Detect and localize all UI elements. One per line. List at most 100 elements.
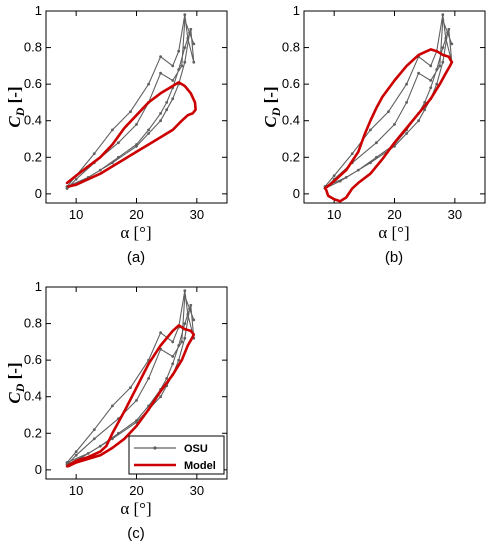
data-point-osu [74, 453, 78, 457]
y-axis-label: CD [-] [261, 86, 283, 127]
y-axis-label: CD [-] [5, 86, 27, 127]
data-point-osu [338, 179, 342, 183]
data-point-osu [441, 18, 445, 22]
y-axis-label-main: C [5, 116, 24, 128]
chart-panel-b: 10 20 30 0 0.2 0.4 0.6 0.8 1 α [°] CD [-] (b) [261, 3, 486, 266]
data-point-osu [183, 46, 187, 49]
data-point-osu [393, 123, 396, 126]
data-point-osu [171, 79, 175, 82]
data-point-osu [423, 101, 427, 104]
y-axis-label-main: C [5, 392, 24, 404]
data-point-osu [369, 128, 372, 132]
data-point-osu [429, 79, 433, 82]
data-point-osu [171, 97, 175, 101]
y-tick-label: 0.2 [24, 425, 42, 440]
data-point-osu [405, 101, 408, 104]
data-point-osu [417, 71, 420, 75]
data-point-osu [438, 64, 442, 68]
data-point-osu [117, 431, 120, 435]
series-line-model [323, 48, 454, 203]
data-point-osu [147, 128, 151, 132]
x-tick-label: 10 [327, 207, 341, 222]
y-tick-label: 0 [35, 186, 42, 201]
data-point-osu [159, 112, 163, 115]
data-point-osu [177, 344, 181, 347]
data-point-osu [147, 82, 151, 86]
series-layer [65, 13, 197, 190]
tick-label-layer: 10 20 30 0 0.2 0.4 0.6 0.8 1 [24, 279, 204, 498]
data-point-osu [387, 110, 390, 113]
y-axis-label-sub: D [269, 107, 283, 117]
data-point-osu [435, 68, 439, 71]
legend-box [128, 435, 225, 475]
data-point-osu [92, 428, 96, 431]
y-axis-label-unit: [-] [261, 86, 280, 107]
data-point-osu [165, 101, 169, 104]
data-point-osu [332, 174, 336, 178]
data-point-osu [180, 340, 184, 344]
tick-layer [46, 10, 227, 203]
data-point-osu [111, 161, 114, 165]
data-point-osu [183, 60, 187, 64]
x-tick-label: 30 [448, 207, 462, 222]
data-point-osu [446, 31, 449, 35]
data-point-osu [135, 144, 138, 148]
data-point-osu [74, 450, 78, 453]
data-point-osu [74, 177, 78, 181]
data-point-osu [180, 64, 184, 68]
data-point-osu [375, 141, 378, 145]
y-axis-label-sub: D [13, 383, 27, 393]
y-tick-label: 0 [35, 462, 42, 477]
y-axis-label: CD [-] [5, 362, 27, 403]
data-point-osu [192, 42, 196, 46]
data-point-osu [159, 119, 163, 123]
y-tick-label: 0.6 [24, 352, 42, 367]
data-point-osu [177, 358, 181, 362]
legend-label-model: Model [184, 460, 216, 472]
legend: OSU Model [128, 435, 225, 475]
data-point-osu [183, 18, 187, 22]
data-point-osu [405, 132, 408, 135]
data-point-osu [189, 303, 193, 307]
data-point-osu [183, 289, 187, 293]
tick-label-layer: 10 20 30 0 0.2 0.4 0.6 0.8 1 [282, 3, 462, 222]
data-point-osu [129, 110, 132, 113]
data-point-osu [350, 152, 354, 156]
data-point-osu [429, 64, 433, 68]
x-tick-label: 30 [190, 483, 204, 498]
panel-caption: (b) [385, 249, 403, 266]
y-axis-label-sub: D [13, 107, 27, 117]
data-point-osu [117, 141, 120, 145]
x-tick-label: 10 [69, 207, 83, 222]
series-line-model [65, 324, 196, 468]
x-axis-label: α [°] [378, 223, 409, 242]
data-point-osu [86, 452, 90, 455]
data-point-osu [450, 42, 454, 46]
data-point-osu [369, 161, 372, 165]
y-tick-label: 0.6 [282, 76, 300, 91]
data-point-osu [177, 68, 181, 71]
y-tick-label: 1 [35, 3, 42, 18]
plot-frame [303, 10, 486, 204]
y-axis-label-main: C [261, 116, 280, 128]
y-tick-label: 0.4 [24, 113, 42, 128]
legend-label-osu: OSU [184, 443, 208, 455]
plot-frame [45, 10, 228, 204]
data-point-osu [444, 37, 448, 40]
y-tick-label: 0.8 [24, 40, 42, 55]
data-point-osu [188, 31, 192, 35]
x-axis-label: α [°] [120, 499, 151, 518]
x-axis-label: α [°] [120, 223, 151, 242]
data-point-osu [129, 386, 132, 389]
data-point-osu [183, 336, 187, 340]
data-point-osu [165, 108, 169, 112]
data-point-osu [135, 123, 138, 126]
data-point-osu [177, 49, 181, 53]
data-point-osu [98, 168, 102, 172]
data-point-osu [441, 13, 445, 17]
data-point-osu [192, 318, 196, 322]
tick-layer [304, 10, 485, 203]
series-line-osu [324, 14, 453, 189]
y-tick-label: 0.2 [24, 149, 42, 164]
